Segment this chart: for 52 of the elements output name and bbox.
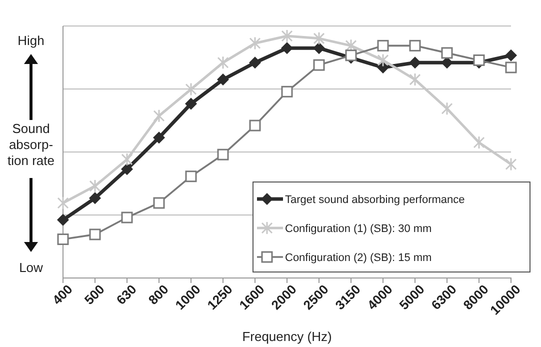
point [409, 72, 421, 86]
point [153, 109, 165, 123]
point [217, 74, 229, 86]
point [505, 62, 517, 74]
point [217, 56, 229, 70]
point [217, 148, 229, 160]
point [473, 54, 485, 66]
text: Low [19, 260, 44, 275]
point [313, 42, 325, 54]
point [281, 42, 293, 54]
legend-label: Target sound absorbing performance [285, 194, 465, 206]
point [313, 59, 325, 71]
point [57, 214, 69, 226]
point [89, 228, 101, 240]
point [249, 56, 261, 69]
point [121, 212, 133, 224]
point [185, 82, 197, 96]
x-tick-label: 800 [145, 282, 172, 308]
point [121, 152, 133, 166]
point [313, 32, 325, 46]
x-tick-label: 630 [113, 282, 140, 308]
point [377, 40, 389, 52]
y-axis-title: Sound absorp-tion rate [8, 121, 54, 168]
x-tick-label: 400 [49, 282, 76, 308]
point [441, 47, 453, 59]
point [89, 192, 101, 204]
point [249, 36, 261, 50]
x-tick-label: 500 [81, 282, 108, 308]
point [57, 196, 69, 210]
point [505, 158, 517, 172]
legend-label: Configuration (1) (SB): 30 mm [285, 223, 432, 235]
text: High [18, 33, 44, 48]
point [153, 197, 165, 209]
point [377, 61, 389, 74]
x-axis-title: Frequency (Hz) [242, 329, 332, 344]
legend-label: Configuration (2) (SB): 15 mm [285, 252, 432, 264]
point [57, 234, 69, 246]
point [249, 120, 261, 132]
point [185, 98, 197, 110]
point [185, 170, 197, 182]
point [153, 132, 165, 144]
point [441, 102, 453, 116]
point [409, 40, 421, 52]
point [409, 56, 421, 69]
point [121, 163, 133, 176]
point [505, 49, 517, 62]
point [281, 86, 293, 98]
point [281, 29, 293, 43]
point [89, 179, 101, 193]
point [473, 136, 485, 150]
point [377, 53, 389, 67]
point [345, 50, 357, 62]
